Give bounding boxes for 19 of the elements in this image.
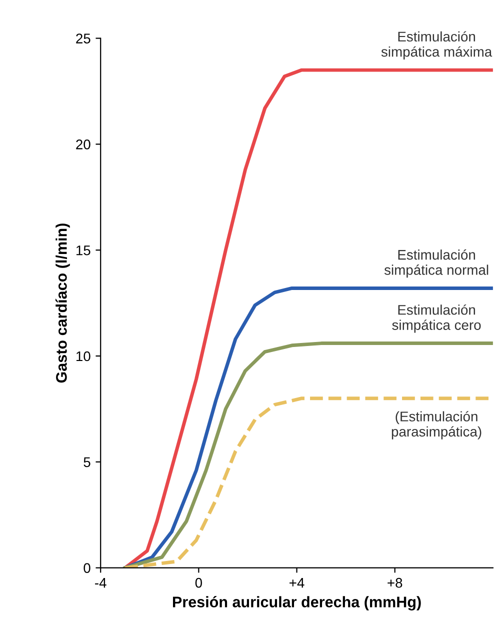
series-label: Estimulación simpática cero — [392, 304, 481, 333]
line-series — [123, 286, 493, 568]
line-series — [123, 342, 493, 568]
x-tick-label: -4 — [95, 578, 106, 588]
series-label: Estimulación simpática máxima — [381, 31, 492, 60]
y-tick-label: 0 — [84, 563, 90, 573]
x-tick-label: +4 — [290, 578, 304, 588]
x-tick-label: 0 — [195, 578, 202, 588]
x-axis-title: Presión auricular derecha (mmHg) — [172, 596, 421, 610]
series-label: Estimulación simpática normal — [384, 249, 488, 278]
y-axis-title: Gasto cardíaco (l/min) — [56, 224, 70, 383]
y-tick-label: 5 — [84, 457, 90, 468]
series-label: (Estimulación parasimpática) — [392, 411, 482, 440]
y-tick-label: 20 — [76, 140, 90, 150]
y-tick-label: 15 — [76, 246, 90, 256]
y-tick-label: 25 — [76, 34, 90, 44]
x-tick-label: +8 — [388, 578, 402, 588]
line-series — [123, 68, 493, 568]
y-tick-label: 10 — [76, 351, 90, 362]
